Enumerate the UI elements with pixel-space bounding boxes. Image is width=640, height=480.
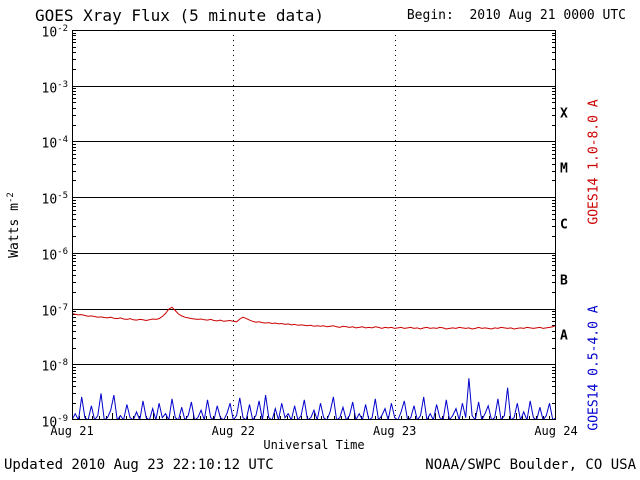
series-label-short-channel: GOES14 0.5-4.0 A — [586, 305, 602, 431]
x-axis-title: Universal Time — [263, 438, 365, 452]
trace-goes14-0.5-4.0-a — [72, 378, 556, 420]
chart-title: GOES Xray Flux (5 minute data) — [35, 6, 324, 25]
source-credit: NOAA/SWPC Boulder, CO USA — [425, 457, 636, 473]
series-label-long-channel: GOES14 1.0-8.0 A — [586, 99, 602, 225]
begin-timestamp: Begin: 2010 Aug 21 0000 UTC — [406, 8, 626, 23]
y-axis-title-text: Watts m — [7, 203, 23, 258]
trace-goes14-1.0-8.0-a — [72, 306, 556, 330]
y-axis-title-exponent: -2 — [5, 192, 16, 204]
updated-timestamp: Updated 2010 Aug 23 22:10:12 UTC — [4, 457, 274, 473]
y-axis-title: Watts m-2 — [6, 192, 22, 258]
